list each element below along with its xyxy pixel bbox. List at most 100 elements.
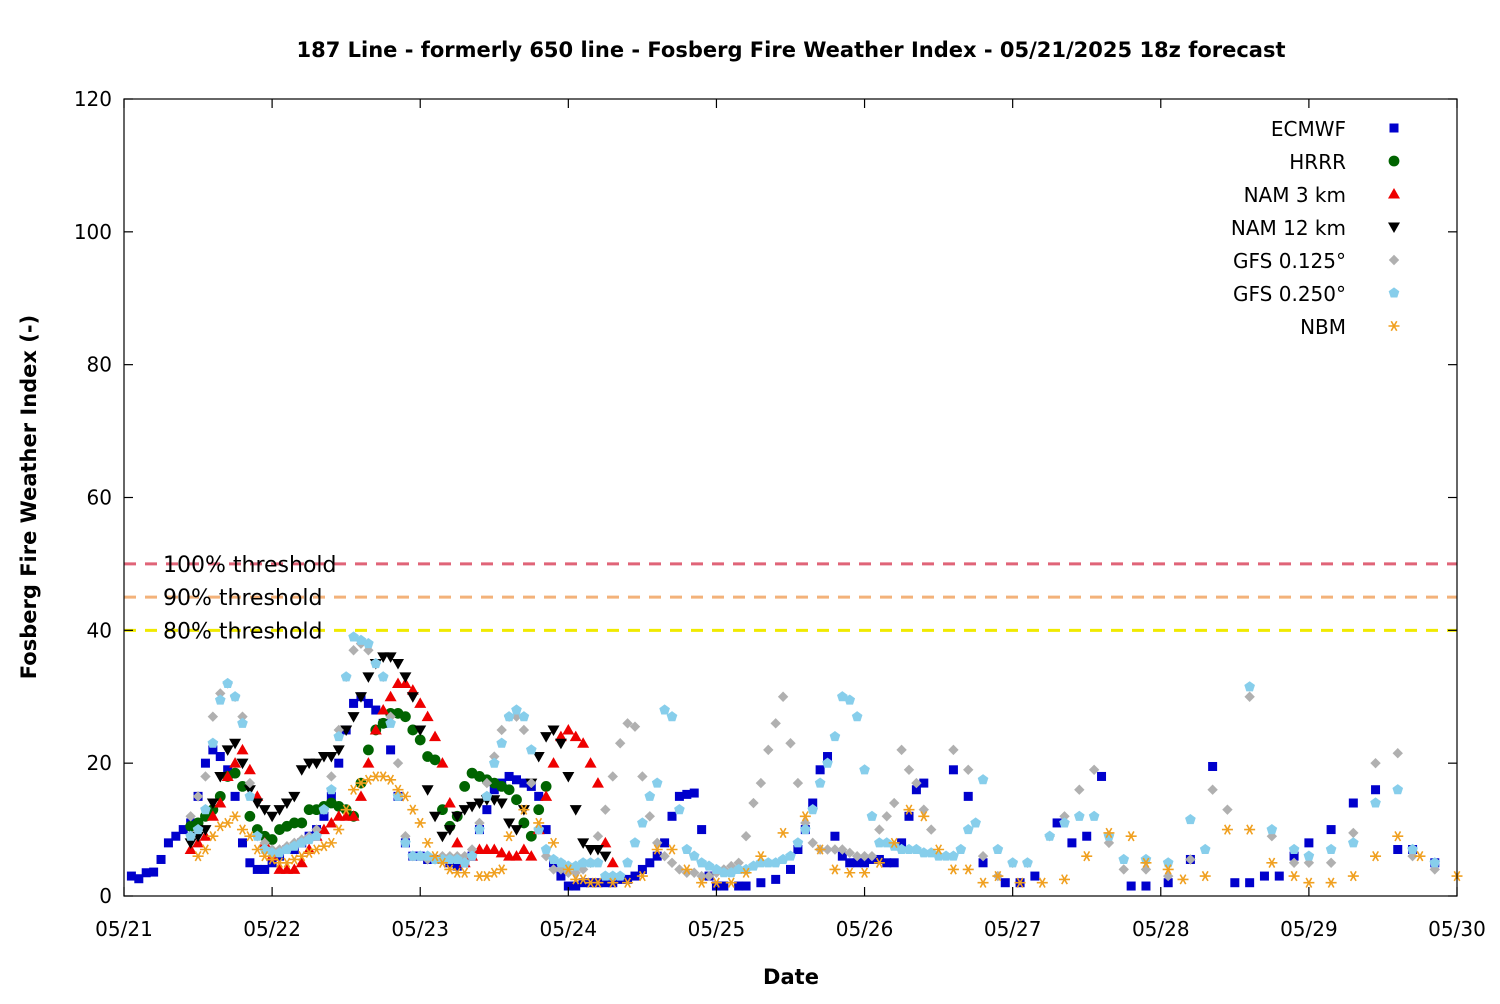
data-point xyxy=(1371,785,1381,795)
data-point xyxy=(1082,831,1092,841)
data-point xyxy=(554,730,567,742)
data-point xyxy=(392,757,404,769)
data-point xyxy=(569,730,582,742)
data-point xyxy=(770,718,781,729)
data-point xyxy=(866,850,878,862)
data-point xyxy=(260,864,270,874)
data-point xyxy=(1370,850,1382,862)
data-point xyxy=(978,858,988,868)
data-point xyxy=(237,711,248,722)
data-point xyxy=(1429,857,1441,868)
data-point xyxy=(384,690,397,702)
data-point xyxy=(577,737,590,748)
data-point xyxy=(1221,824,1233,835)
data-point xyxy=(637,771,648,782)
data-point xyxy=(1303,850,1315,861)
data-point xyxy=(792,837,804,848)
data-point xyxy=(740,863,752,874)
data-point xyxy=(755,777,767,789)
data-point xyxy=(540,732,553,743)
data-point xyxy=(481,870,493,882)
data-point xyxy=(741,881,751,891)
data-point xyxy=(882,858,892,868)
data-point xyxy=(266,834,278,845)
data-point xyxy=(221,745,234,756)
data-point xyxy=(970,817,981,828)
data-point xyxy=(636,870,648,882)
data-point xyxy=(1245,878,1255,888)
data-point xyxy=(222,817,234,829)
axes: 0 20 40 60 80 100 120 05/21 05/22 05/23 05/24 05/25… xyxy=(74,87,1486,941)
data-point xyxy=(651,844,663,855)
data-point xyxy=(311,844,323,855)
data-point xyxy=(681,864,693,875)
data-point xyxy=(837,844,848,855)
data-point xyxy=(571,881,581,891)
data-point xyxy=(763,744,774,756)
data-point xyxy=(948,765,958,775)
data-point xyxy=(1118,864,1129,875)
data-point xyxy=(317,823,330,835)
data-point xyxy=(630,871,640,881)
data-point xyxy=(799,811,811,822)
data-point xyxy=(208,745,218,755)
data-point xyxy=(473,798,486,810)
data-point xyxy=(918,811,930,822)
data-point xyxy=(577,857,589,868)
data-point xyxy=(644,811,655,822)
threshold-label-2: 80% threshold xyxy=(163,619,323,644)
data-point xyxy=(703,870,715,882)
data-point xyxy=(725,877,737,888)
data-point xyxy=(377,671,389,682)
data-point xyxy=(607,877,619,888)
data-point xyxy=(443,825,456,836)
data-point xyxy=(511,794,522,806)
data-point xyxy=(1304,838,1314,848)
x-tick-label: 05/30 xyxy=(1428,917,1486,941)
data-point xyxy=(236,758,249,770)
data-point xyxy=(888,837,900,849)
data-point xyxy=(363,638,374,649)
data-point xyxy=(1244,691,1255,702)
data-point xyxy=(363,645,374,656)
data-point xyxy=(214,694,226,705)
data-point xyxy=(310,758,323,770)
data-point xyxy=(1199,870,1211,882)
data-point xyxy=(273,805,286,816)
data-point xyxy=(948,850,959,861)
data-point xyxy=(666,857,678,868)
data-point xyxy=(1325,857,1337,868)
data-point xyxy=(845,858,855,868)
data-point xyxy=(371,705,381,715)
data-point xyxy=(243,763,256,775)
data-point xyxy=(206,798,219,810)
data-point xyxy=(363,698,373,708)
data-point xyxy=(229,811,241,822)
data-point xyxy=(488,795,501,806)
data-point xyxy=(852,858,862,868)
data-point xyxy=(459,781,471,792)
data-point xyxy=(837,851,847,861)
data-point xyxy=(859,850,870,862)
data-point xyxy=(785,738,796,749)
data-point xyxy=(659,850,670,862)
data-point xyxy=(911,785,921,795)
x-tick-label: 05/28 xyxy=(1132,917,1190,941)
data-point xyxy=(1393,845,1403,855)
data-point xyxy=(637,817,648,828)
data-point xyxy=(245,858,255,868)
data-point xyxy=(563,881,573,891)
data-point xyxy=(651,777,663,788)
data-point xyxy=(652,837,663,849)
data-point xyxy=(482,805,492,815)
data-point xyxy=(585,857,596,868)
data-point xyxy=(259,837,270,849)
data-point xyxy=(199,844,211,855)
x-tick-label: 05/22 xyxy=(243,917,301,941)
data-point xyxy=(519,778,529,788)
data-point xyxy=(503,711,515,722)
data-point xyxy=(244,831,256,842)
data-point xyxy=(540,843,552,855)
data-point xyxy=(178,825,188,835)
chart-title: 187 Line - formerly 650 line - Fosberg F… xyxy=(296,38,1285,62)
